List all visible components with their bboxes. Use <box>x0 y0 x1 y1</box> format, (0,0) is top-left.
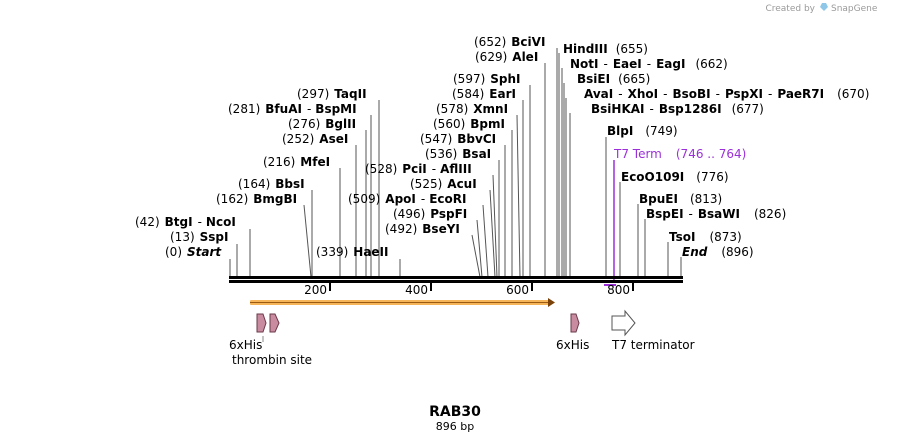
svg-text:(339)HaeII: (339) HaeII <box>316 245 389 259</box>
svg-text:(13)SspI: (13) SspI <box>170 230 228 244</box>
svg-text:TsoI(873): TsoI (873) <box>669 230 742 244</box>
site-xmni[interactable]: (578) XmnI <box>436 102 521 278</box>
ruler-tick-200: 200 <box>304 283 331 297</box>
site-start[interactable]: (0) Start <box>165 245 231 277</box>
site-bseyi[interactable]: (492) BseYI <box>385 222 481 278</box>
svg-text:(560)BpmI: (560) BpmI <box>433 117 505 131</box>
credit-brand: SnapGene <box>831 4 878 14</box>
svg-text:(164)BbsI: (164) BbsI <box>238 177 305 191</box>
svg-text:BspEI-BsaWI(826): BspEI - BsaWI (826) <box>646 207 786 221</box>
svg-text:(281)BfuAI-BspMI: (281) BfuAI - BspMI <box>228 102 357 116</box>
site-bcivi[interactable]: (652) BciVI <box>474 35 558 277</box>
svg-text:(42)BtgI-NcoI: (42) BtgI - NcoI <box>135 215 236 229</box>
svg-text:(578)XmnI: (578) XmnI <box>436 102 508 116</box>
site-bsiei[interactable]: BsiEI (665) <box>563 72 650 277</box>
site-blpi[interactable]: BlpI (749) <box>605 124 678 277</box>
site-bspei[interactable]: BspEI - BsaWI (826) <box>644 207 786 277</box>
svg-text:BsiEI(665): BsiEI (665) <box>577 72 650 86</box>
svg-text:BlpI(749): BlpI (749) <box>607 124 678 138</box>
site-bpmi[interactable]: (560) BpmI <box>433 117 513 277</box>
svg-text:(652)BciVI: (652) BciVI <box>474 35 545 49</box>
restriction-sites: (0) Start (13) SspI (42) BtgI - NcoI (162) Bmg… <box>135 35 869 282</box>
svg-text:600: 600 <box>506 283 529 297</box>
svg-text:(629)AleI: (629) AleI <box>475 50 538 64</box>
site-btgi[interactable]: (42) BtgI - NcoI <box>135 215 251 277</box>
svg-text:(536)BsaI: (536) BsaI <box>425 147 491 161</box>
site-sspi[interactable]: (13) SspI <box>170 230 238 277</box>
ruler-tick-800: 800 <box>607 283 634 297</box>
site-bsai[interactable]: (536) BsaI <box>425 147 500 277</box>
svg-text:thrombin site: thrombin site <box>232 353 312 367</box>
svg-text:End(896): End (896) <box>682 245 754 259</box>
site-avai[interactable]: AvaI - XhoI - BsoBI - PspXI - PaeR7I (670) <box>565 87 869 277</box>
site-bsihkai[interactable]: BsiHKAI - Bsp1286I (677) <box>569 102 764 277</box>
svg-text:(297)TaqII: (297) TaqII <box>297 87 367 101</box>
svg-text:200: 200 <box>304 283 327 297</box>
site-pcii[interactable]: (528) PciI - AflIII <box>365 162 498 278</box>
site-t7-term[interactable]: T7 Term (746 .. 764) <box>613 147 746 282</box>
site-eari[interactable]: (584) EarI <box>452 87 524 277</box>
site-asei[interactable]: (252) AseI <box>282 132 357 277</box>
feature-6xhis-2[interactable]: 6xHis <box>556 313 589 352</box>
svg-text:(509)ApoI-EcoRI: (509) ApoI - EcoRI <box>348 192 466 206</box>
svg-text:(496)PspFI: (496) PspFI <box>393 207 467 221</box>
svg-text:AvaI-XhoI-BsoBI-PspXI-PaeR7I(6: AvaI - XhoI - BsoBI - PspXI - PaeR7I (670) <box>584 87 869 101</box>
svg-text:HindIII(655): HindIII (655) <box>563 42 648 56</box>
site-bfuai[interactable]: (281) BfuAI - BspMI <box>228 102 372 277</box>
site-ecoo109i[interactable]: EcoO109I (776) <box>619 170 729 277</box>
site-sphi[interactable]: (597) SphI <box>453 72 531 277</box>
feature-thrombin-site[interactable]: thrombin site <box>232 313 312 367</box>
svg-text:(528)PciI-AflIII: (528) PciI - AflIII <box>365 162 472 176</box>
ruler-tick-400: 400 <box>405 283 432 297</box>
svg-text:6xHis: 6xHis <box>229 338 262 352</box>
site-bbsi[interactable]: (164) BbsI <box>238 177 313 277</box>
site-bbvci[interactable]: (547) BbvCI <box>420 132 506 277</box>
svg-text:(252)AseI: (252) AseI <box>282 132 348 146</box>
svg-text:EcoO109I(776): EcoO109I (776) <box>621 170 729 184</box>
svg-text:(584)EarI: (584) EarI <box>452 87 516 101</box>
svg-text:6xHis: 6xHis <box>556 338 589 352</box>
sequence-length: 896 bp <box>436 420 474 433</box>
orf-arrow[interactable] <box>250 298 555 307</box>
sequence-backbone <box>229 276 683 286</box>
svg-text:(162)BmgBI: (162) BmgBI <box>216 192 297 206</box>
svg-text:(492)BseYI: (492) BseYI <box>385 222 460 236</box>
site-apoi[interactable]: (509) ApoI - EcoRI <box>348 192 489 278</box>
ruler: 200 400 600 800 <box>304 283 634 297</box>
feature-6xhis-1[interactable]: 6xHis <box>229 313 267 352</box>
svg-text:BsiHKAI-Bsp1286I(677): BsiHKAI - Bsp1286I (677) <box>591 102 764 116</box>
site-bmgbi[interactable]: (162) BmgBI <box>216 192 312 278</box>
sequence-name: RAB30 <box>429 404 481 420</box>
site-mfei[interactable]: (216) MfeI <box>263 155 341 277</box>
svg-text:(0)Start: (0) Start <box>165 245 222 259</box>
credit-prefix: Created by <box>765 4 815 14</box>
site-noti[interactable]: NotI - EaeI - EagI (662) <box>561 57 728 277</box>
svg-text:(597)SphI: (597) SphI <box>453 72 521 86</box>
site-haeii[interactable]: (339) HaeII <box>316 245 401 277</box>
svg-text:NotI-EaeI-EagI(662): NotI - EaeI - EagI (662) <box>570 57 728 71</box>
svg-text:800: 800 <box>607 283 630 297</box>
svg-text:400: 400 <box>405 283 428 297</box>
feature-t7-terminator[interactable]: T7 terminator <box>611 309 695 352</box>
site-hindiii[interactable]: HindIII (655) <box>558 42 648 277</box>
site-bglii[interactable]: (276) BglII <box>288 117 367 277</box>
svg-text:(276)BglII: (276) BglII <box>288 117 356 131</box>
site-alei[interactable]: (629) AleI <box>475 50 546 277</box>
site-tsoi[interactable]: TsoI (873) <box>667 230 742 277</box>
site-bpuei[interactable]: BpuEI (813) <box>637 192 722 277</box>
svg-text:T7 Term(746 .. 764): T7 Term (746 .. 764) <box>613 147 746 161</box>
site-acui[interactable]: (525) AcuI <box>410 177 496 278</box>
ruler-tick-600: 600 <box>506 283 533 297</box>
snapgene-logo-icon <box>820 3 828 11</box>
site-taqii[interactable]: (297) TaqII <box>297 87 380 277</box>
svg-text:T7 terminator: T7 terminator <box>611 338 695 352</box>
site-pspfi[interactable]: (496) PspFI <box>393 207 483 278</box>
svg-text:BpuEI(813): BpuEI (813) <box>639 192 722 206</box>
svg-text:(525)AcuI: (525) AcuI <box>410 177 477 191</box>
t7-term-marker <box>604 284 616 286</box>
svg-text:(216)MfeI: (216) MfeI <box>263 155 330 169</box>
svg-text:(547)BbvCI: (547) BbvCI <box>420 132 496 146</box>
site-end[interactable]: End (896) <box>680 245 754 277</box>
